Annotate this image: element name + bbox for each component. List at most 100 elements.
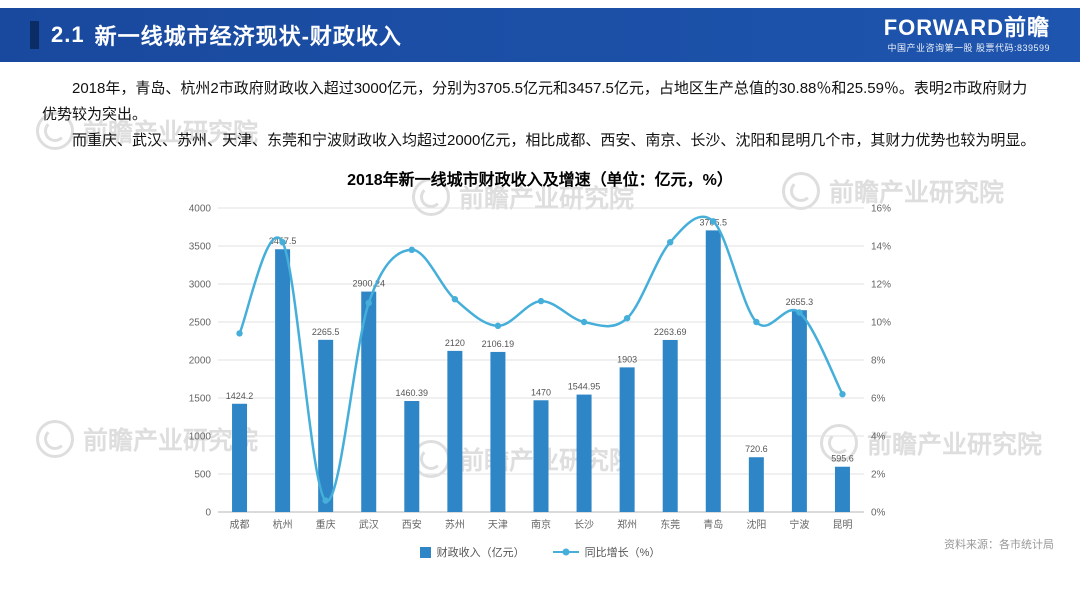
left-axis-tick-label: 2500 [189, 318, 212, 329]
chart-legend: 财政收入（亿元） 同比增长（%） [160, 544, 920, 560]
right-axis-tick-label: 4% [871, 432, 886, 443]
bar-武汉 [361, 291, 377, 513]
bar-南京 [533, 400, 549, 513]
line-marker-重庆 [322, 497, 329, 505]
legend-label-growth: 同比增长（%） [584, 547, 661, 560]
line-marker-icon [562, 548, 570, 556]
body-paragraph-2: 而重庆、武汉、苏州、天津、东莞和宁波财政收入均超过2000亿元，相比成都、西安、… [72, 131, 1036, 149]
bar-成都 [232, 404, 248, 513]
forward-logo: FORWARD前瞻 [883, 15, 1050, 41]
bar-value-label: 2120 [445, 338, 465, 348]
right-axis-tick-label: 16% [871, 204, 891, 215]
body-paragraph-1: 2018年，青岛、杭州2市政府财政收入超过3000亿元，分别为3705.5亿元和… [42, 80, 1028, 123]
bar-value-label: 2265.5 [312, 327, 340, 337]
header-title-group: 2.1 新一线城市经济现状-财政收入 [30, 19, 402, 51]
bar-宁波 [791, 310, 807, 513]
x-axis-label: 武汉 [359, 518, 379, 531]
bar-value-label: 1424.2 [226, 391, 254, 401]
left-axis-tick-label: 500 [194, 470, 211, 481]
slide-body: 2018年，青岛、杭州2市政府财政收入超过3000亿元，分别为3705.5亿元和… [0, 76, 1080, 560]
right-axis-tick-label: 2% [871, 470, 886, 481]
line-marker-南京 [537, 298, 545, 305]
bar-沈阳 [748, 457, 764, 513]
right-axis-tick-label: 6% [871, 394, 886, 405]
line-marker-沈阳 [753, 319, 760, 326]
bar-长沙 [576, 394, 592, 513]
bar-series-swatch-icon [419, 546, 431, 558]
line-marker-东莞 [667, 239, 674, 246]
bar-青岛 [705, 230, 721, 513]
x-axis-label: 沈阳 [746, 518, 766, 531]
combo-chart-svg: 0 500 1000 1500 2000 2500 3000 3500 4000 0% 2% 4% 6%… [189, 204, 891, 532]
line-marker-天津 [494, 322, 502, 330]
right-axis-tick-label: 10% [871, 318, 891, 329]
x-axis-label: 天津 [488, 519, 508, 531]
bar-value-label: 720.6 [745, 445, 768, 455]
right-axis-tick-label: 12% [871, 280, 891, 291]
right-axis-tick-label: 8% [871, 356, 886, 367]
slide-header: 2.1 新一线城市经济现状-财政收入 FORWARD前瞻 中国产业咨询第一股 股… [0, 8, 1080, 62]
bar-东莞 [662, 340, 678, 513]
x-axis-label: 长沙 [574, 519, 594, 531]
body-text-block: 2018年，青岛、杭州2市政府财政收入超过3000亿元，分别为3705.5亿元和… [42, 76, 1038, 153]
bar-重庆 [318, 340, 334, 513]
bar-value-label: 2655.3 [786, 298, 814, 308]
legend-label-revenue: 财政收入（亿元） [436, 547, 525, 560]
bar-杭州 [275, 249, 291, 513]
line-marker-杭州 [279, 239, 286, 246]
left-axis-tick-label: 1000 [189, 432, 212, 443]
x-axis-label: 西安 [402, 518, 422, 531]
line-marker-青岛 [710, 218, 717, 225]
left-axis-tick-label: 0 [205, 508, 211, 519]
line-marker-武汉 [365, 300, 372, 307]
right-axis-tick-label: 0% [871, 508, 886, 519]
bar-value-label: 1470 [531, 388, 551, 398]
left-axis-tick-label: 2000 [189, 356, 212, 367]
bar-西安 [404, 401, 420, 513]
x-axis-label: 青岛 [703, 518, 723, 531]
legend-item-growth: 同比增长（%） [552, 544, 661, 560]
growth-line [238, 215, 844, 503]
x-axis-label: 重庆 [316, 518, 336, 531]
line-marker-苏州 [451, 296, 459, 303]
line-marker-西安 [408, 246, 415, 254]
page-title: 新一线城市经济现状-财政收入 [94, 24, 402, 49]
bar-value-label: 2106.19 [482, 339, 515, 349]
left-axis-tick-label: 1500 [189, 394, 212, 405]
chart: 0 500 1000 1500 2000 2500 3000 3500 4000 0% 2% 4% 6%… [160, 192, 920, 560]
left-axis-tick-label: 3500 [189, 242, 212, 253]
section-number: 2.1 [51, 22, 85, 47]
chart-title: 2018年新一线城市财政收入及增速（单位：亿元，%） [347, 172, 733, 190]
bar-value-label: 2900.24 [352, 279, 385, 289]
x-axis-label: 东莞 [660, 518, 680, 531]
x-axis-label: 宁波 [789, 518, 809, 531]
bar-郑州 [619, 367, 635, 513]
brand-block: FORWARD前瞻 中国产业咨询第一股 股票代码:839599 [884, 16, 1050, 53]
title-accent-bar [30, 21, 39, 49]
line-marker-昆明 [839, 391, 846, 398]
line-marker-长沙 [580, 319, 588, 326]
bar-天津 [490, 352, 506, 513]
left-axis-tick-label: 4000 [189, 204, 212, 215]
bar-value-label: 595.6 [831, 454, 854, 464]
line-series-swatch-icon [552, 548, 579, 556]
legend-item-revenue: 财政收入（亿元） [419, 544, 525, 560]
line-marker-成都 [236, 330, 243, 337]
bar-value-label: 2263.69 [654, 327, 687, 337]
line-marker-郑州 [623, 315, 631, 322]
bar-苏州 [447, 351, 463, 513]
bar-value-label: 1460.39 [396, 388, 429, 398]
x-axis-label: 苏州 [445, 518, 465, 531]
right-axis-tick-label: 14% [871, 242, 891, 253]
x-axis-label: 昆明 [832, 519, 852, 531]
x-axis-label: 成都 [230, 519, 250, 531]
bar-value-label: 1903 [617, 355, 637, 365]
brand-tagline: 中国产业咨询第一股 股票代码:839599 [887, 42, 1050, 53]
left-axis-tick-label: 3000 [189, 280, 212, 291]
bar-value-label: 1544.95 [568, 382, 601, 392]
x-axis-label: 郑州 [617, 518, 637, 531]
source-note: 资料来源：各市统计局 [944, 539, 1054, 552]
x-axis-label: 杭州 [273, 518, 293, 531]
bar-昆明 [834, 467, 850, 513]
